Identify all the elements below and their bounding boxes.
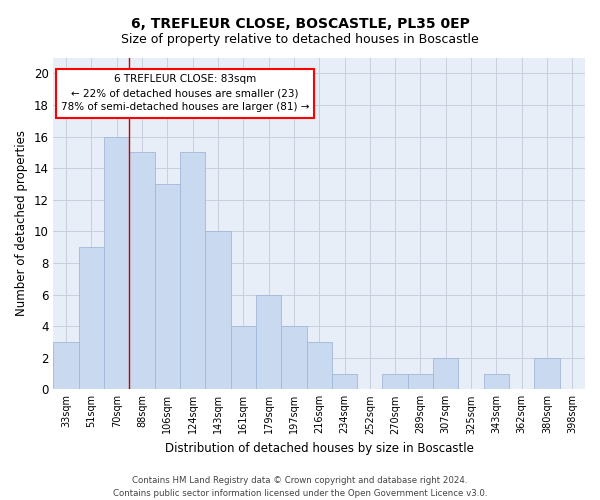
Bar [484,374,509,390]
Text: 6 TREFLEUR CLOSE: 83sqm: 6 TREFLEUR CLOSE: 83sqm [114,74,256,85]
Bar [281,326,307,390]
Bar [155,184,180,390]
Text: Size of property relative to detached houses in Boscastle: Size of property relative to detached ho… [121,32,479,46]
Bar [53,342,79,390]
Y-axis label: Number of detached properties: Number of detached properties [15,130,28,316]
Bar [382,374,408,390]
FancyBboxPatch shape [56,68,314,117]
Bar [332,374,357,390]
Bar [104,136,130,390]
Bar [205,232,230,390]
Bar [433,358,458,390]
Text: 78% of semi-detached houses are larger (81) →: 78% of semi-detached houses are larger (… [61,102,309,112]
Bar [230,326,256,390]
Bar [256,294,281,390]
Text: Contains HM Land Registry data © Crown copyright and database right 2024.
Contai: Contains HM Land Registry data © Crown c… [113,476,487,498]
Text: ← 22% of detached houses are smaller (23): ← 22% of detached houses are smaller (23… [71,88,299,98]
Bar [535,358,560,390]
Bar [408,374,433,390]
X-axis label: Distribution of detached houses by size in Boscastle: Distribution of detached houses by size … [165,442,473,455]
Text: 6, TREFLEUR CLOSE, BOSCASTLE, PL35 0EP: 6, TREFLEUR CLOSE, BOSCASTLE, PL35 0EP [131,18,469,32]
Bar [130,152,155,390]
Bar [180,152,205,390]
Bar [79,247,104,390]
Bar [307,342,332,390]
